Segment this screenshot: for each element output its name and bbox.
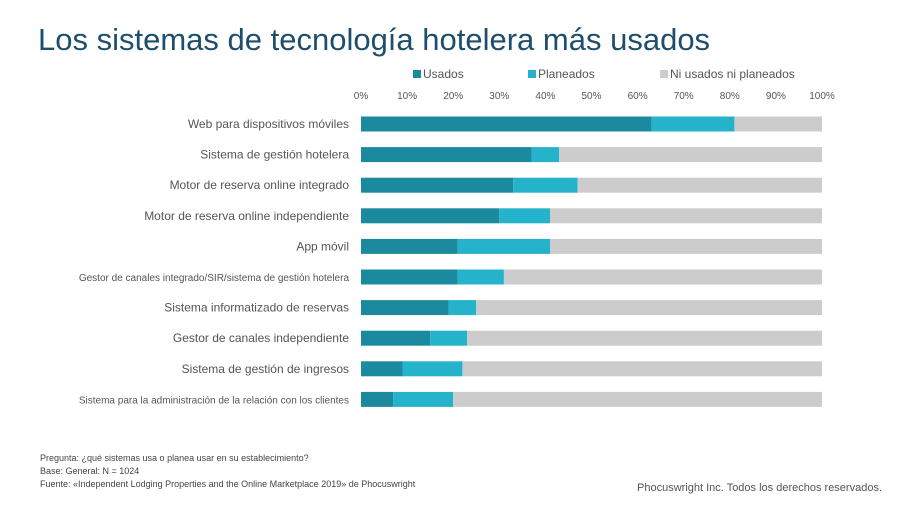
x-tick-label: 70% (674, 91, 694, 102)
bar-segment-planeados (499, 208, 551, 224)
bar-segment-usados (361, 300, 449, 316)
legend-label-2: Planeados (538, 67, 595, 81)
bar-segment-planeados (457, 269, 504, 285)
bar-segment-ni-usados-ni-planeados (550, 238, 822, 254)
footnotes: Pregunta: ¿qué sistemas usa o planea usa… (40, 452, 415, 491)
bar-segment-planeados (457, 238, 551, 254)
legend-swatch-2 (528, 70, 536, 78)
x-tick-label: 10% (397, 91, 417, 102)
bar-segment-planeados (513, 177, 578, 193)
bar-segment-usados (361, 269, 458, 285)
category-label: Sistema de gestión de ingresos (182, 362, 349, 376)
bar-segment-ni-usados-ni-planeados (559, 147, 822, 163)
bar-segment-ni-usados-ni-planeados (577, 177, 822, 193)
bar-segment-usados (361, 147, 532, 163)
legend-label-1: Usados (423, 67, 464, 81)
bar-segment-planeados (448, 300, 477, 316)
bar-segment-ni-usados-ni-planeados (462, 361, 822, 377)
bar-segment-usados (361, 116, 652, 132)
category-label: Sistema para la administración de la rel… (79, 395, 349, 406)
bar-segment-planeados (651, 116, 735, 132)
chart-title: Los sistemas de tecnología hotelera más … (38, 22, 711, 57)
legend-swatch-1 (413, 70, 421, 78)
bar-segment-ni-usados-ni-planeados (453, 391, 822, 407)
x-tick-label: 50% (581, 91, 601, 102)
bar-segment-usados (361, 330, 431, 346)
bar-segment-planeados (393, 391, 454, 407)
bar-segment-usados (361, 391, 394, 407)
category-label: Web para dispositivos móviles (188, 117, 349, 131)
bar-segment-usados (361, 208, 500, 224)
legend-swatch-3 (660, 70, 668, 78)
x-tick-label: 80% (720, 91, 740, 102)
copyright-notice: Phocuswright Inc. Todos los derechos res… (637, 482, 882, 494)
bar-segment-planeados (402, 361, 463, 377)
bar-segment-planeados (531, 147, 560, 163)
bars (361, 116, 822, 407)
category-label: Gestor de canales independiente (173, 331, 349, 345)
bar-segment-ni-usados-ni-planeados (503, 269, 822, 285)
note-source: Fuente: «Independent Lodging Properties … (40, 479, 416, 489)
bar-segment-ni-usados-ni-planeados (476, 300, 822, 316)
x-tick-label: 30% (489, 91, 509, 102)
category-label: Gestor de canales integrado/SIR/sistema … (79, 273, 350, 284)
category-labels: Web para dispositivos móviles Sistema de … (79, 117, 350, 406)
note-question: Pregunta: ¿qué sistemas usa o planea usa… (40, 453, 309, 463)
stacked-bar-chart: Usados Planeados Ni usados ni planeados 0%… (79, 67, 835, 407)
legend-label-3: Ni usados ni planeados (670, 67, 795, 81)
bar-segment-ni-usados-ni-planeados (467, 330, 822, 346)
x-axis-ticks: 0% 10% 20% 30% 40% 50% 60% 70% 80% 90% 100% (354, 91, 835, 102)
category-label: Motor de reserva online independiente (144, 209, 349, 223)
note-base: Base: General: N = 1024 (40, 466, 140, 476)
category-label: Motor de reserva online integrado (170, 178, 350, 192)
category-label: App móvil (296, 239, 349, 253)
x-tick-label: 40% (535, 91, 555, 102)
bar-segment-usados (361, 361, 403, 377)
x-tick-label: 100% (809, 91, 835, 102)
legend: Usados Planeados Ni usados ni planeados (413, 67, 795, 81)
x-tick-label: 60% (628, 91, 648, 102)
bar-segment-usados (361, 238, 458, 254)
x-tick-label: 20% (443, 91, 463, 102)
x-tick-label: 0% (354, 91, 369, 102)
bar-segment-ni-usados-ni-planeados (734, 116, 822, 132)
category-label: Sistema informatizado de reservas (164, 301, 349, 315)
x-tick-label: 90% (766, 91, 786, 102)
category-label: Sistema de gestión hotelera (200, 148, 349, 162)
bar-segment-ni-usados-ni-planeados (550, 208, 822, 224)
bar-segment-usados (361, 177, 514, 193)
bar-segment-planeados (430, 330, 468, 346)
